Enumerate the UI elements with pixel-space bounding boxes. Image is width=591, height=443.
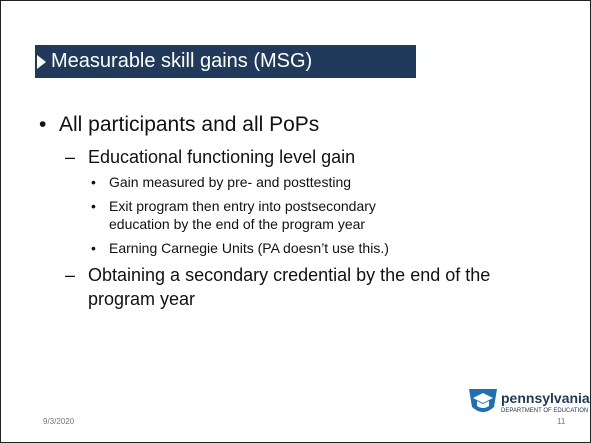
sub-sub-bullet-text: Exit program then entry into postseconda… [109, 198, 376, 232]
bullet-marker: – [65, 147, 76, 167]
slide-body: • All participants and all PoPs – Education… [39, 111, 559, 315]
bullet-marker: • [91, 174, 96, 190]
logo-icon [469, 389, 497, 412]
bullet-marker: • [91, 198, 96, 214]
sub-bullet: – Educational functioning level gain [65, 145, 559, 169]
bullet-text: All participants and all PoPs [59, 113, 320, 136]
sub-sub-bullet-text: Gain measured by pre- and posttesting [109, 174, 352, 190]
page-number: 11 [557, 417, 566, 426]
sub-bullet-text: Obtaining a secondary credential by the … [88, 265, 491, 309]
bullet-marker: – [65, 265, 76, 285]
title-banner: Measurable skill gains (MSG) [35, 45, 416, 78]
bullet-marker: • [91, 240, 96, 256]
banner-arrow [37, 55, 46, 69]
sub-sub-bullet: • Gain measured by pre- and posttesting [91, 173, 559, 191]
sub-bullet: – Obtaining a secondary credential by the… [65, 263, 559, 311]
sub-bullet-text: Educational functioning level gain [88, 147, 356, 167]
bullet-marker: • [39, 113, 47, 136]
logo: pennsylvania DEPARTMENT OF EDUCATION [467, 385, 590, 419]
sub-sub-bullet: • Earning Carnegie Units (PA doesn’t use … [91, 239, 559, 257]
logo-subtitle: DEPARTMENT OF EDUCATION [501, 408, 589, 414]
bullet: • All participants and all PoPs [39, 111, 559, 139]
sub-sub-bullet-text: Earning Carnegie Units (PA doesn’t use t… [109, 240, 389, 256]
logo-name: pennsylvania [501, 390, 590, 406]
sub-sub-bullet: • Exit program then entry into postsecond… [91, 197, 559, 233]
footer-date: 9/3/2020 [43, 417, 75, 426]
slide-title: Measurable skill gains (MSG) [51, 50, 313, 72]
